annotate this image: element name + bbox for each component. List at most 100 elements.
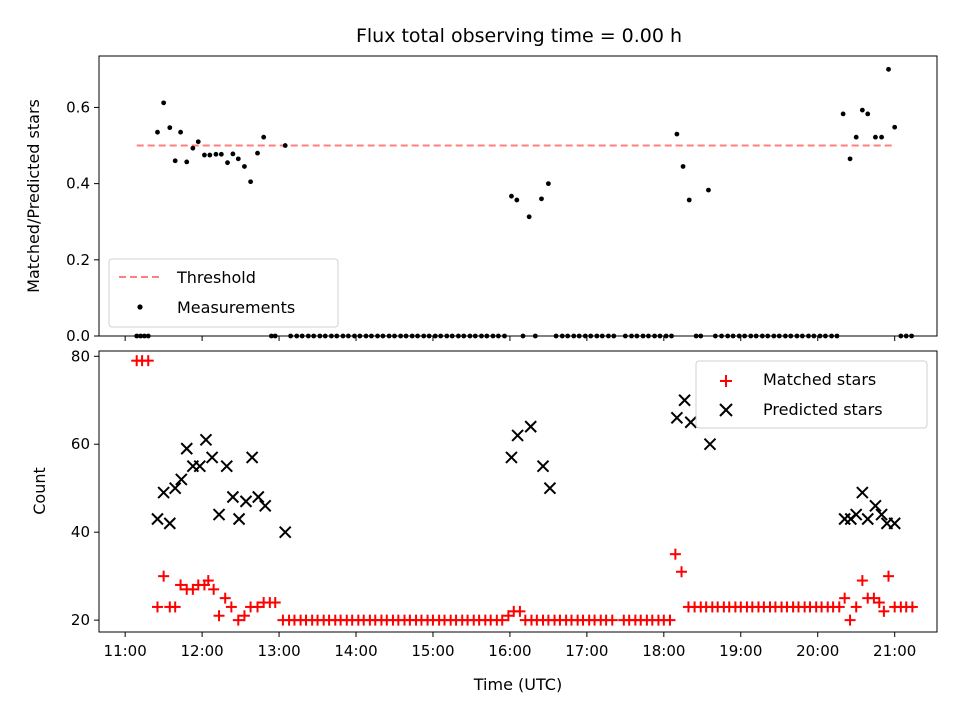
matched-point <box>496 614 508 626</box>
measurement-point <box>282 143 288 148</box>
matched-point <box>833 601 845 613</box>
matched-point <box>669 548 681 560</box>
predicted-point <box>524 420 537 433</box>
predicted-point <box>279 525 292 539</box>
predicted-point <box>239 495 253 508</box>
ratio-y-axis: 0.0 0.2 0.4 0.6 <box>66 98 99 345</box>
y-tick-label: 20 <box>71 611 90 629</box>
predicted-point <box>212 508 226 521</box>
measurement-point <box>178 129 183 135</box>
measurement-point <box>184 159 190 165</box>
matched-point <box>232 614 244 626</box>
matched-point <box>676 566 688 578</box>
predicted-point <box>232 512 246 526</box>
ratio-legend: Threshold Measurements <box>108 258 339 328</box>
measurements-legend-label: Measurements <box>177 298 295 317</box>
y-tick-label: 0.2 <box>66 251 90 269</box>
threshold-legend-label: Threshold <box>176 268 256 287</box>
predicted-point <box>205 451 219 464</box>
predicted-point <box>511 429 524 442</box>
predicted-point <box>168 481 182 495</box>
predicted-point <box>678 394 691 407</box>
series-x <box>151 394 901 539</box>
predicted-point <box>703 438 717 451</box>
ratio-x-ticks <box>124 336 896 341</box>
predicted-point <box>226 490 240 504</box>
matched-point <box>158 570 170 582</box>
measurement-point <box>853 134 859 140</box>
y-tick-label: 0.0 <box>66 327 90 345</box>
measurement-point <box>195 139 201 145</box>
measurement-point <box>892 124 898 130</box>
x-axis-label: Time (UTC) <box>473 675 562 694</box>
matched-legend-label: Matched stars <box>763 370 876 389</box>
predicted-point <box>180 442 193 455</box>
measurement-point <box>686 197 692 203</box>
count-x-axis: 11:00 12:00 13:00 14:00 15:00 16:00 17:00 18:00… <box>104 632 916 660</box>
ratio-y-axis-label: Matched/Predicted stars <box>24 99 43 293</box>
measurement-point <box>865 111 871 117</box>
chart-title: Flux total observing time = 0.00 h <box>356 25 682 47</box>
predicted-point <box>861 512 874 526</box>
measurement-point <box>213 151 219 157</box>
predicted-point <box>670 411 684 425</box>
y-tick-label: 40 <box>71 523 90 541</box>
predicted-legend-label: Predicted stars <box>763 400 883 419</box>
measurement-point <box>859 107 865 113</box>
ratio-legend-box <box>108 258 339 328</box>
count-y-axis: 20 40 60 80 <box>71 347 99 629</box>
x-tick-label: 20:00 <box>796 642 839 660</box>
matched-point <box>213 610 225 622</box>
matched-point <box>878 605 890 617</box>
matched-point <box>202 575 214 587</box>
predicted-point <box>505 451 518 464</box>
matched-point <box>856 575 868 587</box>
y-tick-label: 0.4 <box>66 175 90 193</box>
matched-point <box>514 605 526 617</box>
measurement-point <box>190 145 196 151</box>
measurement-point <box>161 100 167 106</box>
matched-point <box>142 355 154 367</box>
matched-point <box>850 601 862 613</box>
ratio-axes-frame <box>98 55 938 337</box>
measurement-point <box>235 156 241 162</box>
measurement-point <box>167 125 173 131</box>
measurement-point <box>230 151 236 157</box>
x-tick-label: 14:00 <box>334 642 377 660</box>
predicted-point <box>175 473 188 486</box>
count-legend: Matched stars Predicted stars <box>695 360 928 429</box>
x-tick-label: 19:00 <box>719 642 762 660</box>
x-tick-label: 21:00 <box>873 642 916 660</box>
measurement-point <box>509 193 514 199</box>
matched-point <box>606 614 618 626</box>
predicted-legend-swatch <box>719 403 733 417</box>
y-tick-label: 80 <box>71 347 90 365</box>
predicted-point <box>245 451 259 464</box>
measurement-point <box>172 158 178 164</box>
y-tick-label: 60 <box>71 435 90 453</box>
measurement-point <box>706 187 711 193</box>
measurement-point <box>255 150 260 156</box>
predicted-point <box>157 486 170 499</box>
count-axes-frame <box>98 350 938 633</box>
x-tick-label: 15:00 <box>411 642 454 660</box>
x-tick-label: 17:00 <box>565 642 608 660</box>
measurement-point <box>847 156 853 162</box>
measurement-point <box>879 134 884 140</box>
measurement-point <box>873 134 878 140</box>
matched-point <box>169 601 181 613</box>
matched-point <box>151 601 163 613</box>
measurement-point <box>840 111 846 117</box>
predicted-point <box>199 433 213 447</box>
x-tick-label: 11:00 <box>104 642 147 660</box>
predicted-point <box>193 460 207 473</box>
predicted-point <box>220 460 233 473</box>
predicted-point <box>849 508 863 521</box>
x-tick-label: 18:00 <box>642 642 685 660</box>
predicted-point <box>888 517 901 530</box>
predicted-point <box>543 481 557 495</box>
matched-point <box>906 601 918 613</box>
